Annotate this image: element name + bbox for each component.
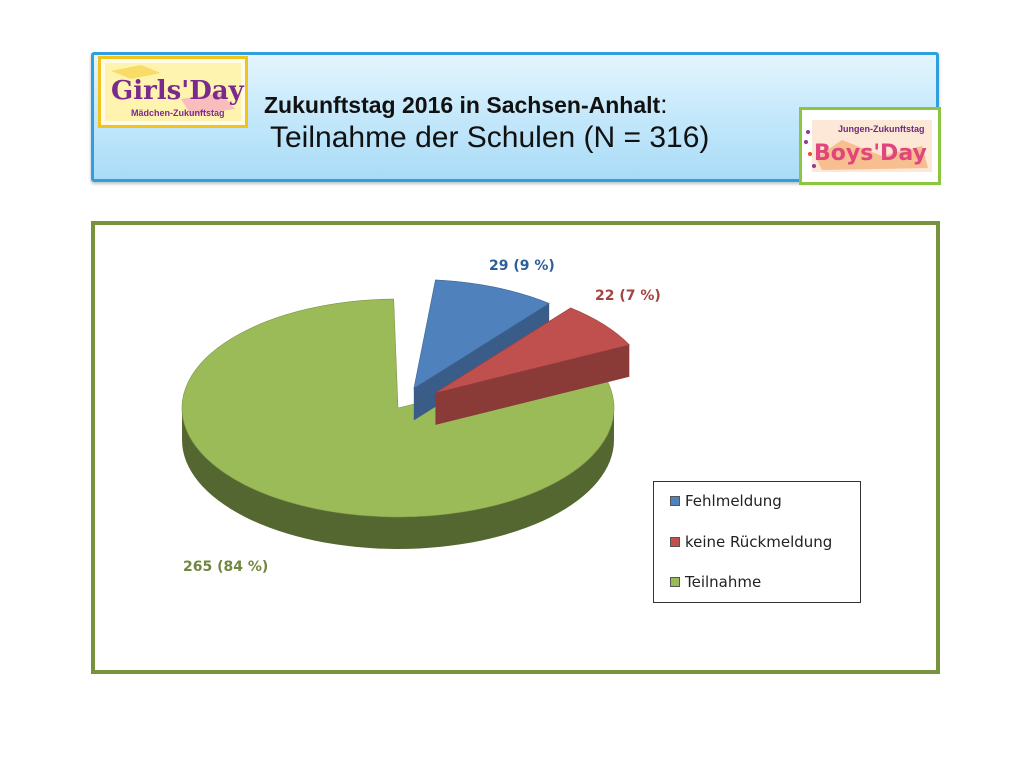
pie-slice-wall-teilnahme (182, 408, 614, 549)
boys-day-logo: Jungen-Zukunftstag Boys'Day (799, 107, 941, 185)
page-title-text: Zukunftstag 2016 in Sachsen-Anhalt (264, 92, 661, 118)
girls-day-logo: Girls'Day Mädchen-Zukunftstag (98, 56, 248, 128)
chart-legend: Fehlmeldung keine Rückmeldung Teilnahme (653, 481, 861, 603)
boys-day-logo-graphic: Jungen-Zukunftstag Boys'Day (804, 120, 932, 172)
legend-item-fehlmeldung: Fehlmeldung (670, 491, 782, 511)
legend-item-teilnahme: Teilnahme (670, 572, 761, 592)
legend-label-keine-rueckmeldung: keine Rückmeldung (685, 533, 833, 551)
data-label-teilnahme: 265 (84 %) (183, 559, 269, 575)
data-label-fehlmeldung: 29 (9 %) (489, 258, 555, 274)
legend-label-teilnahme: Teilnahme (685, 573, 762, 591)
pie-slice-top-teilnahme (181, 298, 615, 518)
legend-swatch-fehlmeldung (670, 496, 680, 506)
data-label-keine-rueckmeldung: 22 (7 %) (595, 288, 661, 304)
girls-day-logo-graphic: Girls'Day Mädchen-Zukunftstag (105, 63, 245, 121)
chart-frame: Fehlmeldung keine Rückmeldung Teilnahme … (91, 221, 940, 674)
legend-label-fehlmeldung: Fehlmeldung (685, 492, 782, 510)
pie-slice-top-keine-rueckmeldung (435, 307, 630, 394)
page-title: Zukunftstag 2016 in Sachsen-Anhalt: (264, 89, 667, 120)
pie-slice-teilnahme (181, 298, 615, 549)
girls-day-tagline-text: Mädchen-Zukunftstag (131, 108, 225, 118)
legend-item-keine-rueckmeldung: keine Rückmeldung (670, 532, 832, 552)
pie-slices (181, 279, 630, 549)
page-subtitle: Teilnahme der Schulen (N = 316) (270, 121, 710, 154)
boys-day-tagline-text: Jungen-Zukunftstag (838, 124, 925, 134)
pie-slice-side-keine-rueckmeldung (435, 344, 630, 425)
boys-day-brand-text: Boys'Day (814, 141, 927, 166)
page-title-colon: : (660, 89, 668, 119)
pie-slice-top-fehlmeldung (413, 279, 550, 390)
legend-swatch-teilnahme (670, 577, 680, 587)
girls-day-brand-text: Girls'Day (111, 76, 245, 106)
title-banner: Girls'Day Mädchen-Zukunftstag Zukunftsta… (91, 52, 941, 185)
legend-swatch-keine-rueckmeldung (670, 537, 680, 547)
pie-chart (181, 279, 630, 549)
pie-slice-keine-rueckmeldung (435, 307, 630, 425)
